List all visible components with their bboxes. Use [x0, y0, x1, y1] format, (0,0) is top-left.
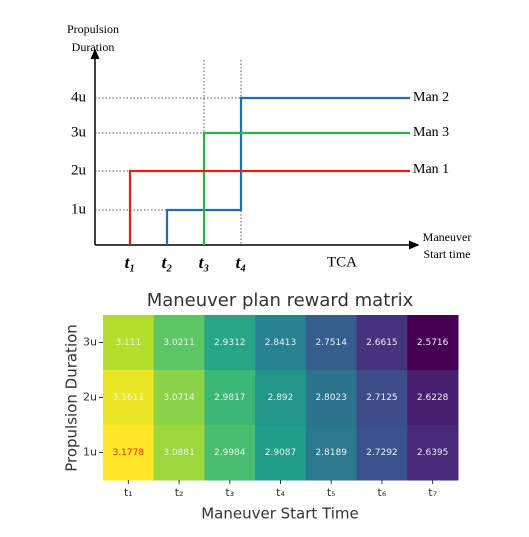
heatmap-cell: [356, 425, 408, 481]
man1-line: [128, 169, 410, 245]
cell-label: 2.6228: [417, 393, 449, 403]
y-tick-label: 2u: [71, 162, 87, 178]
cell-label: 3.1611: [113, 393, 145, 403]
heatmap-cell: [407, 315, 459, 371]
heatmap-cell: [407, 370, 459, 426]
heatmap-cell: [204, 315, 256, 371]
heatmap-cell: [255, 425, 307, 481]
cell-label: 3.111: [115, 338, 141, 348]
cell-label: 2.8189: [315, 448, 347, 458]
heatmap-cell: [103, 425, 155, 481]
y-axis-label: Duration: [72, 40, 115, 54]
line-label: Man 3: [413, 125, 449, 140]
y-tick-label: 1u: [83, 446, 97, 459]
x-tick-label: t₄: [276, 486, 285, 499]
cell-label: 2.9087: [265, 448, 297, 458]
cell-label: 2.7125: [366, 393, 398, 403]
y-axis-title: Propulsion Duration: [63, 324, 81, 472]
line-label: Man 1: [413, 162, 449, 177]
cell-label: 2.9312: [214, 338, 246, 348]
line-label: Man 2: [413, 90, 449, 105]
heatmap-cell: [204, 425, 256, 481]
y-tick-label: 4u: [71, 89, 87, 105]
heatmap-cell: [153, 425, 205, 481]
heatmap-cell: [305, 425, 358, 481]
heatmap-cell: [255, 315, 307, 371]
man3-line: [202, 131, 410, 245]
cell-label: 2.7514: [315, 338, 347, 348]
cell-label: 3.0211: [163, 338, 195, 348]
step-diagram: Man 2 Man 3 Man 1 Propulsion Duration Ma…: [67, 22, 471, 272]
x-tick-label: t₃: [225, 486, 234, 499]
cell-label: 3.0714: [163, 393, 195, 403]
y-tick-label: 3u: [83, 336, 97, 349]
heatmap: Maneuver plan reward matrix Maneuver Sta…: [63, 290, 459, 523]
heatmap-cell: [103, 315, 155, 371]
heatmap-cell: [204, 370, 256, 426]
heatmap-cell: [356, 315, 408, 371]
x-tick-label: t₄: [236, 253, 247, 272]
x-axis-label: Maneuver: [423, 230, 472, 244]
x-tick-label: t₇: [428, 486, 437, 499]
cell-label: 2.892: [268, 393, 294, 403]
cell-label: 3.1778: [113, 448, 145, 458]
x-axis-label: Start time: [424, 247, 471, 261]
cell-label: 2.9817: [214, 393, 246, 403]
x-tick-label: t₃: [199, 253, 210, 272]
x-tick-label: t₂: [175, 486, 184, 499]
y-axis-label: Propulsion: [67, 22, 119, 36]
heatmap-cell: [153, 315, 205, 371]
cell-label: 2.6615: [366, 338, 398, 348]
cell-label: 2.8413: [265, 338, 297, 348]
cell-label: 2.8023: [315, 393, 347, 403]
heatmap-cell: [356, 370, 408, 426]
heatmap-cell: [305, 370, 358, 426]
cell-label: 2.5716: [417, 338, 449, 348]
heatmap-cell: [407, 425, 459, 481]
x-tick-label: t₂: [162, 253, 173, 272]
heatmap-cell: [153, 370, 205, 426]
heatmap-cell: [255, 370, 307, 426]
cell-label: 2.7292: [366, 448, 398, 458]
y-tick-label: 1u: [71, 201, 87, 217]
x-tick-label: TCA: [327, 254, 357, 270]
y-tick-label: 3u: [71, 124, 87, 140]
heatmap-cell: [305, 315, 358, 371]
x-tick-label: t₁: [124, 486, 133, 499]
x-axis-title: Maneuver Start Time: [201, 505, 359, 523]
cell-label: 2.6395: [417, 448, 449, 458]
heatmap-cell: [103, 370, 155, 426]
x-tick-label: t₁: [125, 253, 136, 272]
x-tick-label: t₆: [378, 486, 387, 499]
x-tick-label: t₅: [327, 486, 336, 499]
cell-label: 2.9984: [214, 448, 246, 458]
cell-label: 3.0881: [163, 448, 195, 458]
chart-title: Maneuver plan reward matrix: [147, 290, 414, 311]
man2-line: [165, 96, 410, 245]
y-tick-label: 2u: [83, 391, 97, 404]
